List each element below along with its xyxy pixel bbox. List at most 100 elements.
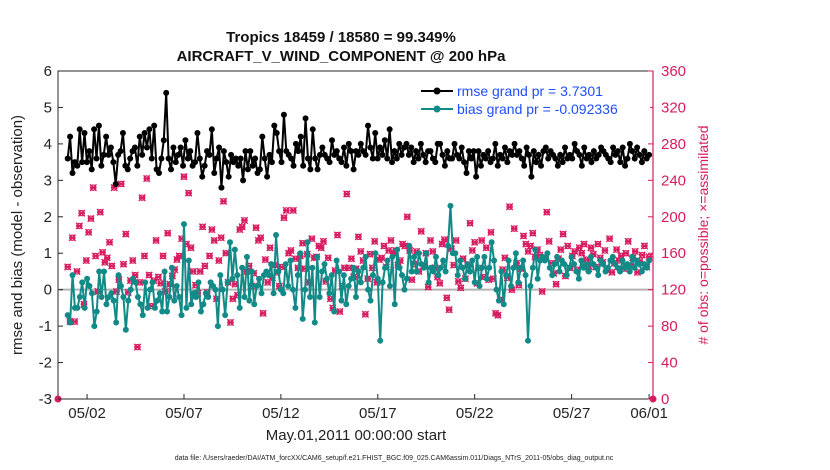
rmse-point — [112, 180, 119, 187]
obs-assimilated-point — [622, 249, 630, 257]
bias-point — [587, 253, 594, 260]
obs-assimilated-point — [505, 203, 514, 211]
obs-assimilated-point — [282, 206, 291, 215]
obs-assimilated-point — [208, 225, 216, 234]
bias-point — [323, 275, 330, 282]
bias-point — [617, 268, 624, 275]
rmse-point — [86, 148, 93, 155]
bias-point — [522, 272, 529, 279]
rmse-point — [432, 159, 439, 166]
bias-point — [268, 261, 275, 268]
y-right-tick-label: 80 — [661, 318, 678, 335]
obs-assimilated-point — [564, 242, 572, 250]
bias-point — [585, 268, 592, 275]
bias-point — [185, 257, 192, 264]
obs-assimilated-point — [443, 294, 451, 302]
bias-point — [338, 297, 345, 304]
rmse-point — [201, 162, 208, 169]
rmse-point — [278, 159, 285, 166]
bias-point — [377, 337, 384, 344]
rmse-point — [499, 155, 506, 162]
rmse-point — [475, 148, 482, 155]
rmse-point — [365, 122, 372, 129]
rmse-point — [168, 166, 175, 173]
y-axis-label: rmse and bias (model - observation) — [9, 115, 26, 355]
bias-point — [227, 239, 234, 246]
rmse-point — [216, 144, 223, 151]
bias-point — [289, 286, 296, 293]
y-right-tick-label: 320 — [661, 99, 686, 116]
rmse-point — [146, 126, 153, 133]
rmse-point — [509, 151, 516, 158]
rmse-point — [194, 129, 201, 136]
rmse-point — [614, 148, 621, 155]
rmse-point — [180, 162, 187, 169]
rmse-point — [259, 133, 266, 140]
bias-point — [280, 290, 287, 297]
rmse-point — [304, 155, 311, 162]
obs-assimilated-point — [133, 343, 142, 351]
rmse-point — [408, 144, 415, 151]
legend-bias-label: bias grand pr = -0.092336 — [457, 101, 618, 117]
obs-assimilated-point — [103, 254, 111, 262]
obs-assimilated-point — [152, 236, 160, 245]
rmse-point — [249, 162, 256, 169]
rmse-point — [465, 148, 472, 155]
y-right-tick-label: 240 — [661, 172, 686, 189]
bias-point — [134, 293, 141, 300]
rmse-point — [326, 159, 333, 166]
data-file-footer: data file: /Users/raeder/DAI/ATM_forcXX/… — [175, 455, 614, 462]
bias-point — [197, 308, 204, 315]
rmse-point — [590, 148, 597, 155]
obs-assimilated-point — [482, 244, 491, 252]
obs-assimilated-point — [587, 244, 595, 252]
bias-point — [236, 304, 243, 311]
bias-point — [248, 268, 255, 275]
y-tick-label: -1 — [39, 318, 52, 335]
y-right-tick-label: 200 — [661, 209, 686, 226]
bias-point — [447, 202, 454, 209]
bias-point — [401, 286, 408, 293]
y-tick-label: 5 — [44, 99, 52, 116]
obs-assimilated-point — [180, 172, 188, 181]
bias-point — [314, 253, 321, 260]
bias-point — [595, 272, 602, 279]
obs-assimilated-point — [261, 255, 270, 264]
bias-point — [411, 253, 418, 260]
rmse-point — [182, 137, 189, 144]
bias-point — [505, 257, 512, 264]
obs-assimilated-point — [605, 234, 614, 243]
rmse-point — [117, 148, 124, 155]
bias-point — [638, 268, 645, 275]
rmse-point — [240, 177, 247, 184]
rmse-point — [312, 155, 319, 162]
obs-assimilated-point — [426, 236, 435, 245]
obs-assimilated-point — [164, 229, 172, 237]
rmse-point — [384, 155, 391, 162]
obs-assimilated-point — [408, 275, 416, 284]
bias-point — [137, 301, 144, 308]
rmse-point — [521, 162, 528, 169]
bias-point — [149, 279, 156, 286]
rmse-point — [622, 162, 629, 169]
rmse-point — [617, 159, 624, 166]
bias-point — [520, 257, 527, 264]
bias-point — [452, 250, 459, 257]
bias-point — [486, 264, 493, 271]
rmse-point — [136, 133, 143, 140]
bias-point — [350, 264, 357, 271]
bias-point — [243, 253, 250, 260]
rmse-point — [184, 155, 191, 162]
rmse-point — [340, 144, 347, 151]
rmse-point — [362, 151, 369, 158]
rmse-point — [393, 155, 400, 162]
obs-assimilated-point — [229, 295, 237, 303]
rmse-point — [242, 148, 249, 155]
rmse-point — [98, 162, 105, 169]
bias-point — [156, 290, 163, 297]
rmse-point — [88, 166, 95, 173]
bias-point — [532, 246, 539, 253]
rmse-point — [501, 144, 508, 151]
rmse-point — [386, 126, 393, 133]
bias-point — [241, 293, 248, 300]
